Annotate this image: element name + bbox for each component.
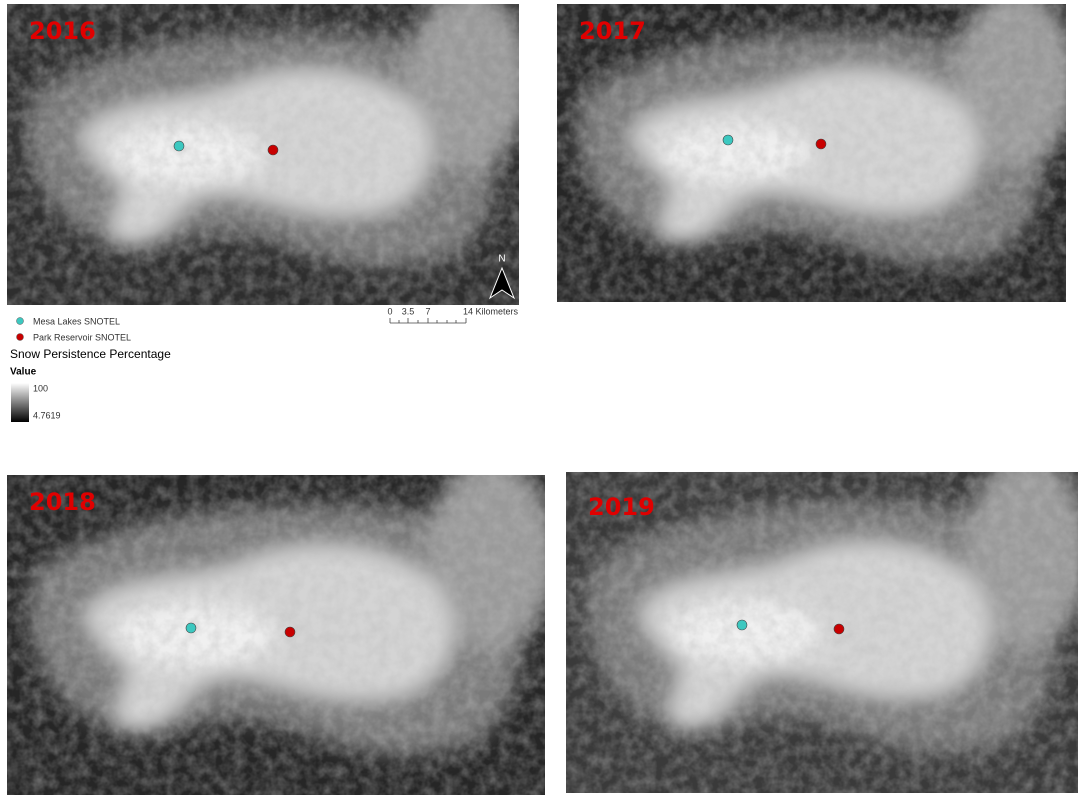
park-reservoir-site [816,139,826,149]
ramp-min-label: 4.7619 [33,410,61,420]
scale-label: 0 [387,306,392,316]
legend-symbol [17,334,24,341]
raster-texture [7,475,545,795]
mesa-lakes-site [174,141,184,151]
legend-heading: Value [10,367,37,378]
year-label: 2016 [29,17,96,45]
mesa-lakes-site [723,135,733,145]
scale-label: 7 [425,306,430,316]
legend-symbol [17,318,24,325]
map-panel [557,0,1076,302]
mesa-lakes-site [186,623,196,633]
year-label: 2018 [29,488,96,516]
mesa-lakes-site [737,620,747,630]
ramp-max-label: 100 [33,383,48,393]
raster-texture [557,4,1066,302]
legend: Mesa Lakes SNOTEL Park Reservoir SNOTEL … [10,316,171,422]
north-label: N [498,254,505,265]
year-label: 2017 [579,17,646,45]
scale-label: 3.5 [402,306,415,316]
scale-label: 14 Kilometers [463,306,519,316]
color-ramp [11,383,29,422]
raster-texture [7,4,519,305]
legend-label: Mesa Lakes SNOTEL [33,316,120,326]
map-panels: 2016 2017 2018 2019 N [7,0,1078,795]
figure: 2016 2017 2018 2019 N Mesa Lakes SNOTEL Park… [0,0,1078,797]
park-reservoir-site [268,145,278,155]
year-label: 2019 [588,493,655,521]
park-reservoir-site [285,627,295,637]
park-reservoir-site [834,624,844,634]
legend-label: Park Reservoir SNOTEL [33,332,131,342]
scale-bar [390,318,466,323]
map-panel [7,0,529,305]
legend-title: Snow Persistence Percentage [10,347,171,361]
